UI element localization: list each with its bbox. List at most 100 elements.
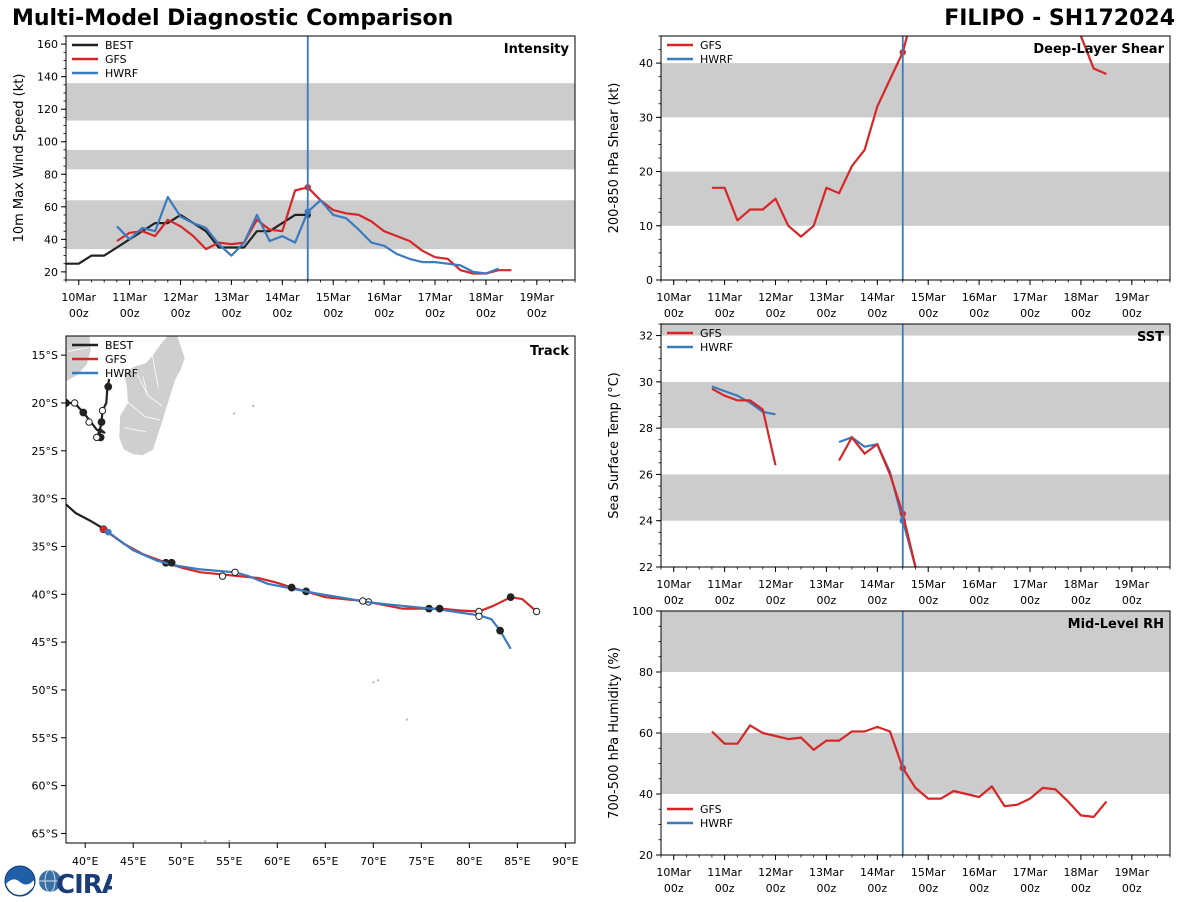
x-tick-label: 18Mar: [1064, 866, 1099, 879]
series-group: [66, 184, 512, 275]
x-tick-sublabel: 00z: [527, 307, 547, 320]
track-line-best: [66, 503, 105, 531]
x-tick-label: 50°E: [168, 855, 194, 868]
y-tick-label: 160: [37, 38, 58, 51]
panel-shear: 0 10 20 30 40 10Mar 00z 11Mar 00z 12Mar 00z 13Mar 00…: [607, 35, 1171, 320]
x-tick-label: 75°E: [408, 855, 434, 868]
x-tick-sublabel: 00z: [1071, 307, 1091, 320]
panel-title: Track: [530, 344, 569, 359]
legend-label-hwrf: HWRF: [700, 817, 733, 830]
x-tick-label: 14Mar: [860, 578, 895, 591]
y-tick-label: 60: [44, 201, 58, 214]
x-tick-label: 11Mar: [707, 291, 742, 304]
x-tick-label: 19Mar: [1114, 291, 1149, 304]
series-line-gfs: [116, 186, 512, 275]
panel-intensity: 20 40 60 80 100 120 140 160 10Mar 00z 11Mar 00z 12Ma…: [12, 35, 576, 320]
y-tick-label: 30: [639, 111, 653, 124]
y-axis-label: 200-850 hPa Shear (kt): [607, 83, 622, 234]
island-icon: [228, 839, 231, 843]
axes-frame: [660, 610, 1171, 856]
x-tick-label: 19Mar: [1114, 866, 1149, 879]
globe-emblem-icon: [39, 869, 61, 893]
x-tick-sublabel: 00z: [476, 307, 496, 320]
x-tick-sublabel: 00z: [1071, 594, 1091, 607]
x-tick-sublabel: 00z: [1122, 307, 1142, 320]
threshold-band: [661, 63, 1170, 118]
x-tick-sublabel: 00z: [222, 307, 242, 320]
island-icon: [372, 681, 375, 684]
x-tick-sublabel: 00z: [323, 307, 343, 320]
region-border: [67, 347, 90, 352]
y-tick-label: 15°S: [32, 349, 58, 362]
y-axis-label: 10m Max Wind Speed (kt): [12, 74, 27, 243]
x-tick-label: 19Mar: [519, 291, 554, 304]
y-axis-label: Sea Surface Temp (°C): [607, 372, 622, 519]
x-tick-label: 80°E: [456, 855, 482, 868]
x-tick-label: 18Mar: [1064, 291, 1099, 304]
axes-frame: [65, 335, 576, 844]
panel-title: SST: [1137, 330, 1164, 345]
track-point-open: [93, 433, 101, 442]
threshold-bands: [661, 611, 1170, 794]
y-tick-label: 65°S: [32, 827, 58, 840]
x-tick-sublabel: 00z: [817, 882, 837, 895]
series-line-hwrf: [711, 385, 776, 416]
track-point-filled: [66, 399, 70, 407]
y-tick-label: 10: [639, 220, 653, 233]
x-tick-sublabel: 00z: [766, 307, 786, 320]
y-tick-label: 100: [632, 605, 653, 618]
legend-label-gfs: GFS: [700, 803, 722, 816]
x-tick-label: 11Mar: [112, 291, 147, 304]
x-tick-sublabel: 00z: [425, 307, 445, 320]
x-tick-label: 16Mar: [367, 291, 402, 304]
x-tick-sublabel: 00z: [1020, 307, 1040, 320]
x-tick-label: 90°E: [552, 855, 578, 868]
legend-label-hwrf: HWRF: [105, 67, 138, 80]
x-tick-sublabel: 00z: [1020, 594, 1040, 607]
logo-text: CIRA: [56, 870, 112, 898]
y-tick-label: 30°S: [32, 493, 58, 506]
track-point-filled: [506, 593, 515, 602]
series-line-gfs: [711, 724, 1108, 819]
y-tick-label: 20: [639, 849, 653, 862]
x-tick-sublabel: 00z: [664, 594, 684, 607]
page-title: Multi-Model Diagnostic Comparison: [12, 6, 454, 31]
series-line-gfs: [1079, 36, 1107, 76]
y-tick-label: 32: [639, 330, 653, 343]
legend-label-hwrf: HWRF: [700, 53, 733, 66]
x-tick-label: 10Mar: [656, 291, 691, 304]
x-tick-label: 13Mar: [809, 578, 844, 591]
x-tick-sublabel: 00z: [817, 307, 837, 320]
threshold-band: [66, 149, 575, 170]
x-tick-sublabel: 00z: [918, 307, 938, 320]
y-tick-label: 40: [639, 788, 653, 801]
x-tick-sublabel: 00z: [272, 307, 292, 320]
x-tick-sublabel: 00z: [715, 882, 735, 895]
track-point-open: [218, 572, 227, 580]
x-tick-label: 19Mar: [1114, 578, 1149, 591]
x-tick-label: 10Mar: [61, 291, 96, 304]
threshold-bands: [661, 63, 1170, 226]
threshold-band: [66, 83, 575, 121]
panel-sst: 22 24 26 28 30 32 10Mar 00z 11Mar 00z 12Mar 00z 13Ma…: [607, 323, 1171, 607]
x-tick-label: 15Mar: [316, 291, 351, 304]
x-tick-label: 14Mar: [860, 866, 895, 879]
series-group: [711, 36, 1107, 238]
map-layer: [66, 336, 541, 843]
y-tick-label: 120: [37, 103, 58, 116]
y-tick-label: 40°S: [32, 588, 58, 601]
series-line-gfs: [711, 387, 777, 466]
y-tick-label: 60°S: [32, 780, 58, 793]
track-point-filled: [97, 418, 106, 426]
x-tick-sublabel: 00z: [918, 594, 938, 607]
y-tick-label: 45°S: [32, 636, 58, 649]
x-tick-sublabel: 00z: [1071, 882, 1091, 895]
axes-frame: [660, 35, 1171, 281]
noaa-emblem-icon: [4, 865, 36, 897]
x-tick-sublabel: 00z: [120, 307, 140, 320]
panel-rh: 20 40 60 80 100 10Mar 00z 11Mar 00z 12Mar 00z 13Mar…: [607, 605, 1171, 895]
track-line-gfs: [102, 528, 538, 613]
y-tick-label: 100: [37, 136, 58, 149]
